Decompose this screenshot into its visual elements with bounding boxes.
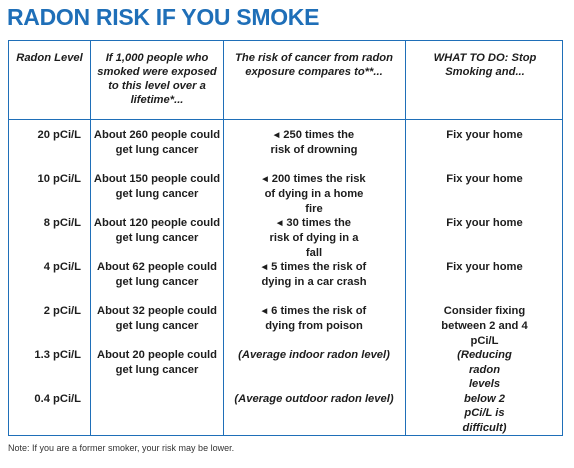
row-risk: (Average outdoor radon level): [234, 393, 394, 405]
row-people: About 120 people could get lung cancer: [93, 217, 221, 244]
row-risk: ◀ 30 times the risk of dying in a fall: [269, 217, 359, 259]
row-people: About 32 people could get lung cancer: [97, 305, 217, 332]
header-divider: [9, 119, 562, 120]
row-level: 10 pCi/L: [37, 173, 81, 185]
arrow-left-icon: ◀: [273, 132, 280, 139]
header-what-to-do: WHAT TO DO: Stop Smoking and...: [433, 52, 537, 78]
row-risk: ◀ 6 times the risk of dying from poison: [261, 305, 367, 332]
row-action: Fix your home: [446, 129, 523, 141]
radon-risk-table: Radon Level If 1,000 people who smoked w…: [8, 40, 563, 436]
arrow-left-icon: ◀: [261, 308, 268, 315]
column-divider: [405, 41, 406, 435]
row-level: 0.4 pCi/L: [34, 393, 81, 405]
row-level: 1.3 pCi/L: [34, 349, 81, 361]
header-risk-comparison: The risk of cancer from radon exposure c…: [235, 52, 393, 78]
row-level: 8 pCi/L: [43, 217, 81, 229]
header-radon-level: Radon Level: [16, 52, 83, 64]
row-people: About 150 people could get lung cancer: [93, 173, 221, 200]
row-action: Consider fixing between 2 and 4 pCi/L: [441, 305, 528, 347]
row-risk: ◀ 250 times the risk of drowning: [270, 129, 358, 156]
row-people: About 260 people could get lung cancer: [93, 129, 221, 156]
row-action: (Reducing radon levels below 2 pCi/L is …: [457, 349, 512, 434]
row-risk: ◀ 200 times the risk of dying in a home f…: [262, 173, 366, 215]
row-people: About 20 people could get lung cancer: [97, 349, 217, 376]
footnote: Note: If you are a former smoker, your r…: [8, 443, 235, 453]
row-action: Fix your home: [446, 261, 523, 273]
row-risk: ◀ 5 times the risk of dying in a car cras…: [261, 261, 367, 288]
row-people: About 62 people could get lung cancer: [97, 261, 217, 288]
row-risk: (Average indoor radon level): [238, 349, 390, 361]
header-people-exposed: If 1,000 people who smoked were exposed …: [97, 52, 217, 106]
column-divider: [90, 41, 91, 435]
arrow-left-icon: ◀: [262, 176, 268, 183]
arrow-left-icon: ◀: [261, 264, 268, 271]
page-title: RADON RISK IF YOU SMOKE: [7, 4, 320, 30]
column-divider: [223, 41, 224, 435]
row-action: Fix your home: [446, 173, 523, 185]
arrow-left-icon: ◀: [276, 220, 283, 227]
row-level: 20 pCi/L: [37, 129, 81, 141]
row-action: Fix your home: [446, 217, 523, 229]
row-level: 2 pCi/L: [43, 305, 81, 317]
row-level: 4 pCi/L: [43, 261, 81, 273]
